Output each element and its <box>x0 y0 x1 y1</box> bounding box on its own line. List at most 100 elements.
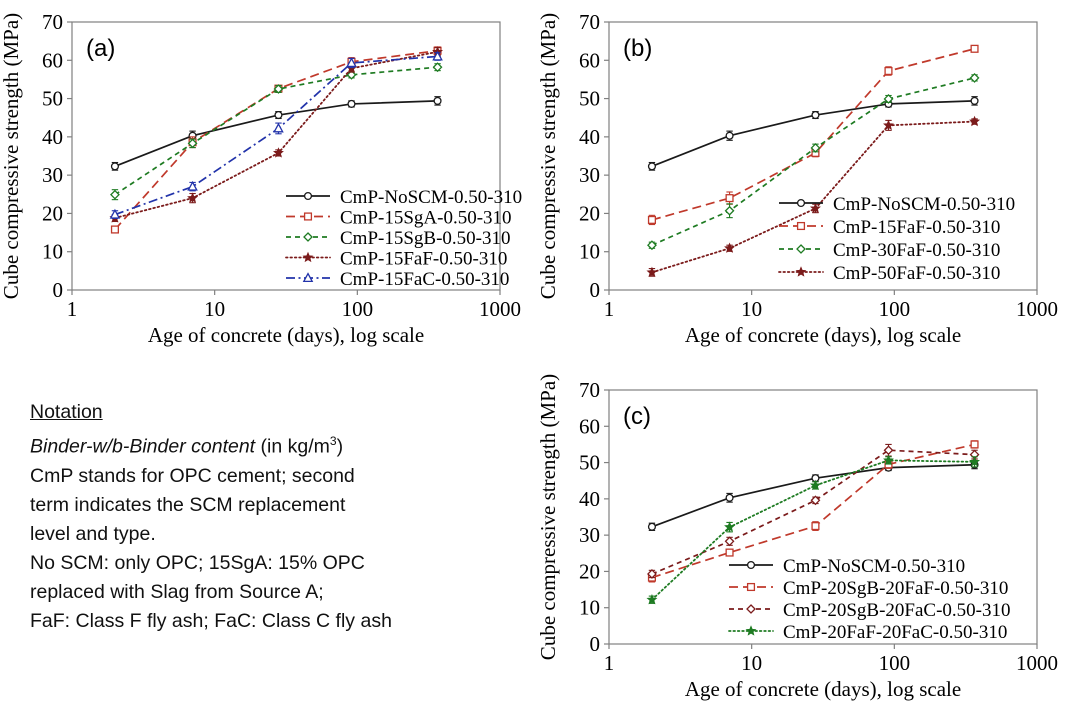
marker-star <box>646 266 658 278</box>
notation-format-unit-pre: (in kg/m <box>255 435 330 458</box>
marker-star <box>302 251 314 263</box>
legend-item[interactable]: CmP-20SgB-20FaC-0.50-310 <box>729 600 1011 621</box>
chart-panel-c: 0 10 20 30 40 50 60 70 1 10 100 1000 Age of concrete… <box>537 372 1077 710</box>
y-axis-tick-label: 30 <box>579 523 600 547</box>
marker-star <box>646 593 658 605</box>
marker-diamond <box>746 604 756 614</box>
y-axis-tick-label: 20 <box>579 559 600 583</box>
chart-c-canvas: 0 10 20 30 40 50 60 70 1 10 100 1000 Age of concrete… <box>537 374 1058 701</box>
legend-label: CmP-20SgB-20FaF-0.50-310 <box>783 578 1008 599</box>
legend-item[interactable]: CmP-20FaF-20FaC-0.50-310 <box>728 622 1007 643</box>
marker-square <box>884 66 893 76</box>
marker-square <box>303 212 313 221</box>
x-axis-tick-label: 1000 <box>479 297 521 321</box>
notation-format-line: Binder-w/b-Binder content (in kg/m3) <box>30 427 500 462</box>
x-axis-tick-label: 100 <box>879 297 911 321</box>
y-axis-title: Cube compressive strength (MPa) <box>537 13 560 299</box>
marker-star <box>809 202 821 214</box>
marker-star <box>883 119 894 131</box>
x-axis-tick-label: 1 <box>67 297 78 321</box>
y-axis-title: Cube compressive strength (MPa) <box>537 374 560 660</box>
marker-triangle <box>187 180 198 191</box>
legend-item[interactable]: CmP-NoSCM-0.50-310 <box>286 187 522 208</box>
marker-star <box>795 266 807 277</box>
legend-item[interactable]: CmP-50FaF-0.50-310 <box>778 263 1000 284</box>
chart-panel-b: 0 10 20 30 40 50 60 70 1 10 100 1000 Age of concrete… <box>537 0 1077 365</box>
legend-label: CmP-NoSCM-0.50-310 <box>783 556 965 577</box>
legend-item[interactable]: CmP-15FaF-0.50-310 <box>285 249 507 270</box>
notation-format-italic: Binder-w/b-Binder content <box>30 435 256 458</box>
legend-item[interactable]: CmP-15FaF-0.50-310 <box>779 217 1000 238</box>
y-axis-tick-label: 20 <box>579 201 600 225</box>
y-axis-tick-label: 0 <box>590 278 601 302</box>
legend-item[interactable]: CmP-30FaF-0.50-310 <box>779 240 1000 261</box>
marker-diamond <box>110 189 120 200</box>
panel-label: (b) <box>623 35 652 62</box>
marker-square <box>725 194 734 203</box>
marker-circle <box>811 110 820 120</box>
legend-label: CmP-NoSCM-0.50-310 <box>833 194 1015 215</box>
marker-triangle <box>273 122 284 133</box>
marker-circle <box>725 493 734 502</box>
x-axis-tick-label: 1000 <box>1016 651 1058 675</box>
series-3 <box>109 46 444 223</box>
marker-diamond <box>883 445 894 456</box>
panel-label: (a) <box>86 35 115 62</box>
notation-title: Notation <box>30 401 103 423</box>
legend-item[interactable]: CmP-15FaC-0.50-310 <box>286 269 509 290</box>
marker-diamond <box>303 232 313 242</box>
y-axis-tick-label: 70 <box>579 10 600 34</box>
notation-line-2: CmP stands for OPC cement; second <box>30 464 355 487</box>
y-axis-tick-label: 40 <box>579 487 600 511</box>
marker-diamond <box>647 240 657 251</box>
marker-square <box>746 582 756 592</box>
marker-circle <box>303 191 313 201</box>
x-axis-tick-label: 10 <box>741 297 762 321</box>
y-axis-tick-label: 50 <box>42 87 63 111</box>
marker-circle <box>725 131 734 140</box>
legend-item[interactable]: CmP-20SgB-20FaF-0.50-310 <box>729 578 1008 599</box>
marker-star <box>745 625 757 636</box>
y-axis-tick-label: 10 <box>579 596 600 620</box>
plot-frame <box>608 21 1038 291</box>
marker-diamond <box>647 569 657 579</box>
notation-line-3: term indicates the SCM replacement <box>30 493 346 516</box>
marker-diamond <box>273 84 284 94</box>
series-1 <box>647 44 979 226</box>
marker-circle <box>647 162 656 171</box>
marker-triangle <box>432 50 443 61</box>
marker-star <box>883 454 894 466</box>
notation-line-7: FaF: Class F fly ash; FaC: Class C fly a… <box>30 609 392 632</box>
legend-label: CmP-15FaC-0.50-310 <box>340 269 509 290</box>
marker-square <box>796 221 806 231</box>
legend-item[interactable]: CmP-15SgB-0.50-310 <box>286 228 511 249</box>
marker-triangle <box>302 272 314 283</box>
legend-label: CmP-30FaF-0.50-310 <box>833 240 1000 261</box>
marker-diamond <box>883 94 894 104</box>
y-axis-tick-label: 0 <box>590 632 601 656</box>
y-axis-title: Cube compressive strength (MPa) <box>0 13 23 299</box>
series-0 <box>647 460 979 531</box>
chart-b-canvas: 0 10 20 30 40 50 60 70 1 10 100 1000 Age of concrete… <box>537 10 1058 347</box>
x-axis-title: Age of concrete (days), log scale <box>685 677 961 701</box>
y-axis-tick-label: 50 <box>579 87 600 111</box>
y-axis-tick-label: 60 <box>579 414 600 438</box>
marker-star <box>724 521 736 532</box>
x-axis-tick-label: 100 <box>342 297 374 321</box>
legend-item[interactable]: CmP-NoSCM-0.50-310 <box>779 194 1015 215</box>
chart-panel-a: 0 10 20 30 40 50 60 70 1 10 100 1000 Age of concrete… <box>0 0 540 365</box>
marker-diamond <box>432 62 443 73</box>
x-axis-tick-label: 1 <box>604 297 615 321</box>
chart-a-canvas: 0 10 20 30 40 50 60 70 1 10 100 1000 Age of concrete… <box>0 10 522 347</box>
series-line <box>651 463 975 528</box>
marker-star <box>969 456 981 467</box>
legend-item[interactable]: CmP-NoSCM-0.50-310 <box>729 556 965 577</box>
panel-label: (c) <box>623 403 651 430</box>
y-axis-tick-label: 40 <box>579 125 600 149</box>
legend-item[interactable]: CmP-15SgA-0.50-310 <box>286 208 512 229</box>
marker-triangle <box>109 208 121 219</box>
series-2 <box>647 72 980 251</box>
x-axis-tick-label: 100 <box>879 651 911 675</box>
marker-square <box>970 44 979 53</box>
series-0 <box>647 96 979 171</box>
